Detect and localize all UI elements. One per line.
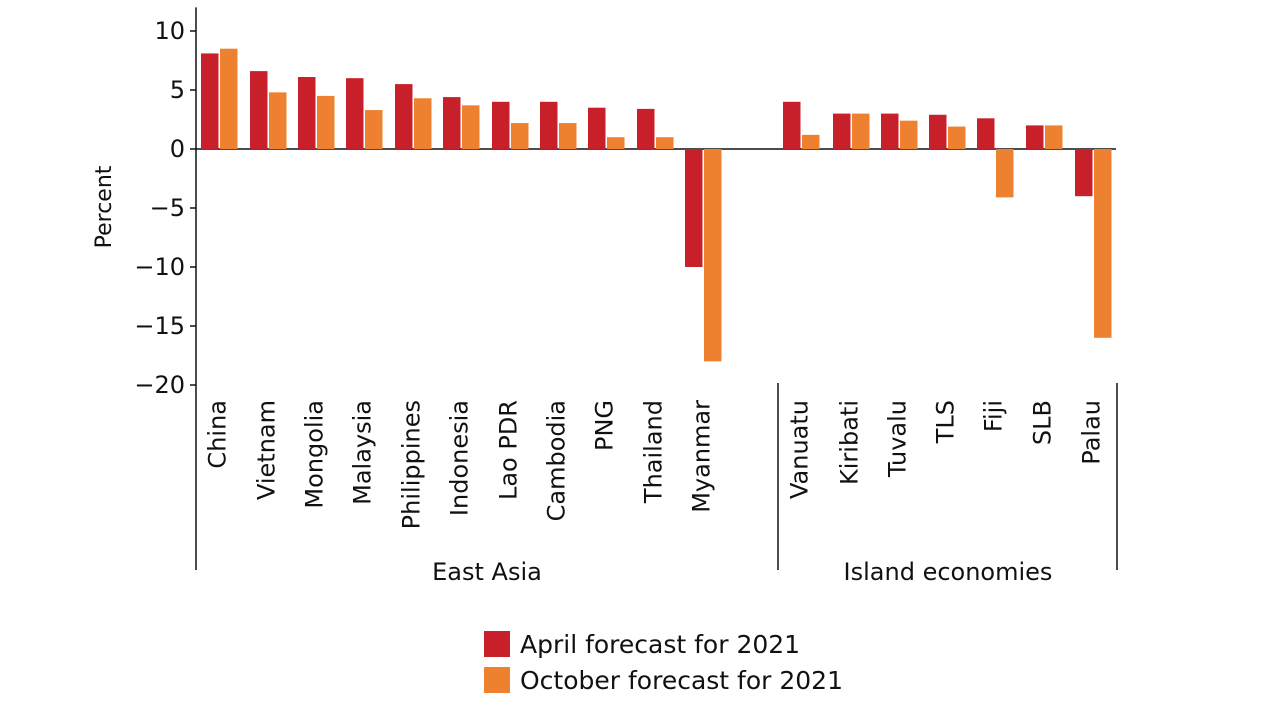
bar-april-vietnam [250, 71, 268, 149]
bar-october-philippines [414, 98, 432, 149]
category-label: SLB [1028, 400, 1056, 445]
category-label: Vietnam [252, 400, 280, 500]
group-label: Island economies [844, 558, 1053, 586]
category-label: Malaysia [348, 400, 376, 505]
category-label: PNG [590, 400, 618, 451]
bar-october-tls [948, 126, 966, 149]
bar-october-slb [1045, 125, 1063, 149]
group-label: East Asia [432, 558, 542, 586]
bar-october-myanmar [704, 149, 722, 362]
y-tick-label: −20 [134, 371, 185, 399]
category-label: Palau [1077, 400, 1105, 465]
category-label: Fiji [979, 400, 1007, 432]
y-tick-label: −15 [134, 312, 185, 340]
category-label: TLS [931, 400, 959, 444]
bar-october-tuvalu [900, 120, 918, 149]
category-label: Vanuatu [785, 400, 813, 499]
bar-april-thailand [637, 108, 655, 149]
legend: April forecast for 2021 October forecast… [484, 626, 843, 698]
bar-april-mongolia [298, 77, 316, 149]
bar-april-tls [929, 114, 947, 149]
bar-april-indonesia [443, 97, 461, 149]
bar-october-vanuatu [802, 134, 820, 149]
bar-april-palau [1075, 149, 1093, 197]
bar-april-malaysia [346, 78, 364, 149]
legend-label-april: April forecast for 2021 [520, 629, 801, 659]
bar-april-kiribati [833, 113, 851, 149]
category-label: Myanmar [687, 400, 715, 513]
bar-october-vietnam [269, 92, 287, 149]
bar-april-philippines [395, 84, 413, 149]
legend-item-april: April forecast for 2021 [484, 626, 843, 662]
bar-october-lao-pdr [511, 123, 529, 149]
bar-october-thailand [656, 137, 674, 149]
category-label: Mongolia [300, 400, 328, 509]
bar-april-slb [1026, 125, 1044, 149]
bar-october-palau [1094, 149, 1112, 338]
y-tick-label: −5 [150, 194, 185, 222]
category-label: Thailand [639, 400, 667, 504]
bar-april-lao-pdr [492, 101, 510, 149]
bar-april-china [201, 53, 219, 149]
bar-chart: 10 5 0 −5 −10 −15 −20 China Vietnam Mongolia Malay… [92, 7, 1118, 586]
category-label: China [203, 400, 231, 469]
bar-october-kiribati [852, 113, 870, 149]
category-label: Lao PDR [494, 400, 522, 500]
category-label: Indonesia [445, 400, 473, 516]
bar-april-vanuatu [783, 101, 801, 149]
legend-label-october: October forecast for 2021 [520, 665, 843, 695]
bar-october-malaysia [365, 110, 383, 149]
bar-october-fiji [996, 149, 1014, 198]
bar-october-china [220, 48, 238, 150]
bar-april-cambodia [540, 101, 558, 149]
bar-april-png [588, 107, 606, 149]
bar-october-mongolia [317, 95, 335, 149]
y-axis-label: Percent [92, 165, 117, 248]
y-tick-label: −10 [134, 253, 185, 281]
legend-swatch-october [484, 667, 510, 693]
category-label: Kiribati [835, 400, 863, 485]
bars [201, 48, 1112, 362]
y-tick-label: 0 [170, 135, 185, 163]
y-tick-label: 5 [170, 76, 185, 104]
bar-october-indonesia [462, 105, 480, 149]
bar-october-cambodia [559, 123, 577, 149]
bar-april-fiji [977, 118, 995, 149]
bar-april-tuvalu [881, 113, 899, 149]
category-label: Tuvalu [883, 400, 911, 478]
category-label: Philippines [397, 400, 425, 529]
category-label: Cambodia [542, 400, 570, 521]
labels: 10 5 0 −5 −10 −15 −20 China Vietnam Mongolia Malay… [134, 17, 1105, 586]
legend-item-october: October forecast for 2021 [484, 662, 843, 698]
bar-april-myanmar [685, 149, 703, 267]
bar-october-png [607, 137, 625, 149]
legend-swatch-april [484, 631, 510, 657]
y-tick-label: 10 [154, 17, 185, 45]
